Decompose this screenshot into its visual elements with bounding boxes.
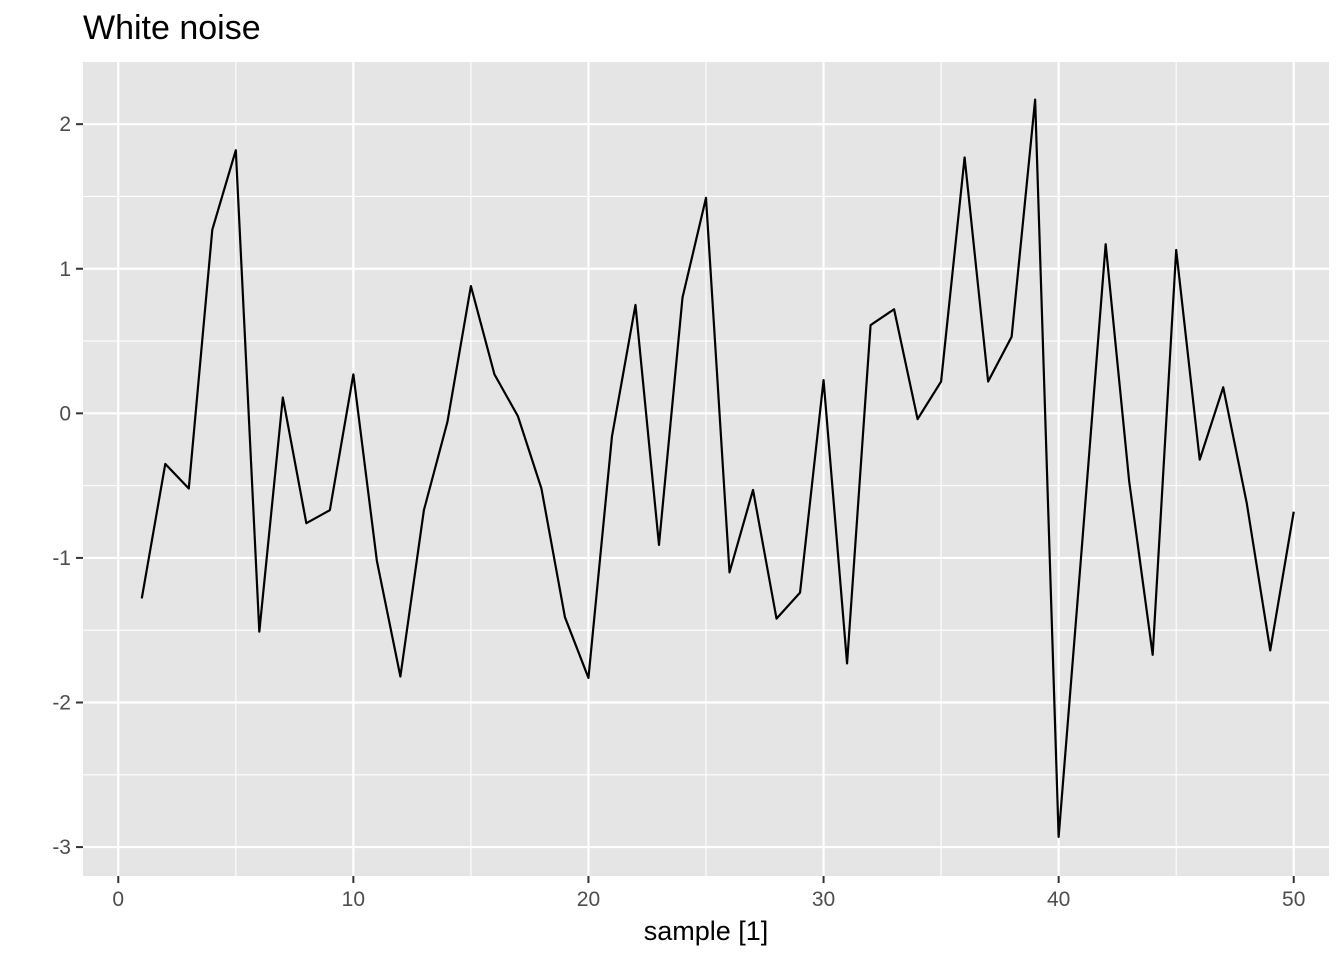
x-tick-label: 30 xyxy=(812,888,835,911)
y-tick-label: 2 xyxy=(59,113,71,136)
chart-title: White noise xyxy=(83,9,261,47)
y-tick-label: -3 xyxy=(52,836,71,859)
y-tick-label: 1 xyxy=(59,258,71,281)
x-tick-label: 50 xyxy=(1282,888,1305,911)
y-tick-label: 0 xyxy=(59,402,71,425)
series-line xyxy=(140,98,1295,839)
y-tick-label: -2 xyxy=(52,692,71,715)
x-axis-label: sample [1] xyxy=(644,916,769,946)
x-axis: 0 10 20 30 40 50 xyxy=(112,876,1305,911)
x-tick-label: 10 xyxy=(342,888,365,911)
y-tick-label: -1 xyxy=(52,547,71,570)
x-tick-label: 20 xyxy=(577,888,600,911)
y-axis: -3 -2 -1 0 1 2 xyxy=(52,113,83,859)
x-tick-label: 0 xyxy=(112,888,124,911)
x-tick-label: 40 xyxy=(1047,888,1070,911)
